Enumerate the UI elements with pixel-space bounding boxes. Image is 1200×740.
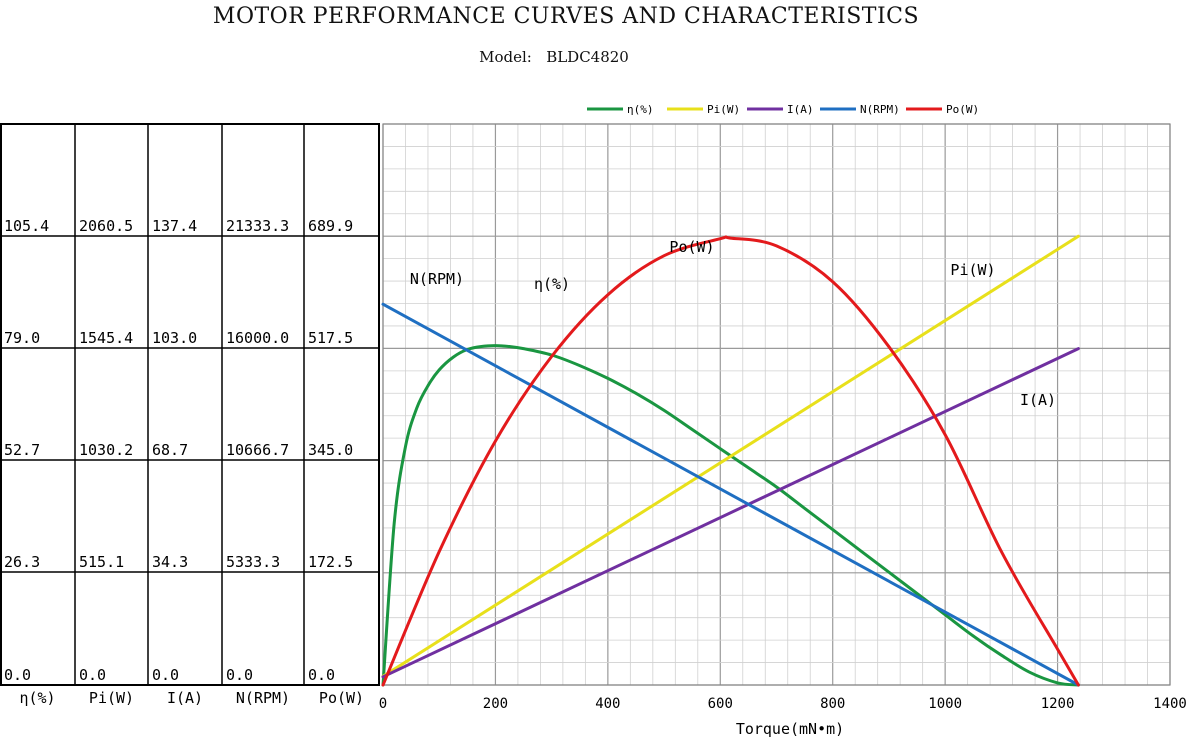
table-cell: 1545.4 xyxy=(79,329,133,347)
table-cell: 79.0 xyxy=(4,329,40,347)
x-axis-ticks: 0 200 400 600 800 1000 1200 1400 xyxy=(379,696,1187,712)
table-cell: 10666.7 xyxy=(226,441,289,459)
table-cell: 34.3 xyxy=(152,553,188,571)
series-line xyxy=(381,234,1080,678)
series-line xyxy=(381,302,1080,687)
table-cell: 103.0 xyxy=(152,329,197,347)
legend-label: N(RPM) xyxy=(860,103,900,116)
legend-label: η(%) xyxy=(627,103,654,116)
x-tick-label: 400 xyxy=(595,696,620,712)
x-tick-label: 0 xyxy=(379,696,387,712)
plot-border xyxy=(382,123,1171,686)
table-column-header: Pi(W) xyxy=(89,689,134,707)
x-tick-label: 1000 xyxy=(928,696,962,712)
table-cell: 0.0 xyxy=(226,666,253,684)
curve-annotation: I(A) xyxy=(1020,391,1056,409)
series-line xyxy=(381,347,1080,679)
x-tick-label: 1200 xyxy=(1041,696,1075,712)
table-cell: 68.7 xyxy=(152,441,188,459)
table-border xyxy=(0,123,380,686)
table-cell: 52.7 xyxy=(4,441,40,459)
x-tick-label: 800 xyxy=(820,696,845,712)
curve-annotation: Pi(W) xyxy=(950,261,995,279)
table-cell: 345.0 xyxy=(308,441,353,459)
table-column-header: Po(W) xyxy=(319,689,364,707)
legend: η(%) Pi(W) I(A) N(RPM) Po(W) xyxy=(587,103,979,116)
table-cell: 0.0 xyxy=(79,666,106,684)
x-tick-label: 600 xyxy=(708,696,733,712)
table-cell: 689.9 xyxy=(308,217,353,235)
curve-annotations: Po(W) N(RPM) η(%) Pi(W) I(A) xyxy=(410,238,1056,409)
x-tick-label: 1400 xyxy=(1153,696,1187,712)
curve-annotation: Po(W) xyxy=(669,238,714,256)
x-axis-label: Torque(mN•m) xyxy=(736,720,844,738)
table-cell: 1030.2 xyxy=(79,441,133,459)
model-label: Model: xyxy=(479,48,532,66)
table-cell: 105.4 xyxy=(4,217,49,235)
value-table xyxy=(0,123,380,686)
series-lines xyxy=(381,234,1080,687)
model-subtitle: Model: BLDC4820 xyxy=(0,48,1108,66)
table-cell: 2060.5 xyxy=(79,217,133,235)
series-line xyxy=(381,235,1080,687)
table-cell: 21333.3 xyxy=(226,217,289,235)
model-value: BLDC4820 xyxy=(546,48,629,66)
table-cell: 517.5 xyxy=(308,329,353,347)
table-cell: 16000.0 xyxy=(226,329,289,347)
table-cell: 137.4 xyxy=(152,217,197,235)
table-cell: 5333.3 xyxy=(226,553,280,571)
table-column-header: N(RPM) xyxy=(236,689,290,707)
table-cell: 515.1 xyxy=(79,553,124,571)
chart-title: MOTOR PERFORMANCE CURVES AND CHARACTERIS… xyxy=(212,4,920,29)
legend-label: Pi(W) xyxy=(707,103,740,116)
curve-annotation: η(%) xyxy=(534,275,570,293)
x-tick-label: 200 xyxy=(483,696,508,712)
table-cell: 0.0 xyxy=(152,666,179,684)
curve-annotation: N(RPM) xyxy=(410,270,464,288)
value-table-cells: 105.4 2060.5 137.4 21333.3 689.9 79.0 1545.4 10… xyxy=(4,217,364,707)
table-cell: 0.0 xyxy=(4,666,31,684)
table-cell: 0.0 xyxy=(308,666,335,684)
legend-label: Po(W) xyxy=(946,103,979,116)
legend-label: I(A) xyxy=(787,103,814,116)
table-column-header: η(%) xyxy=(19,689,55,707)
plot-grid xyxy=(382,123,1171,686)
table-column-header: I(A) xyxy=(167,689,203,707)
table-cell: 26.3 xyxy=(4,553,40,571)
table-cell: 172.5 xyxy=(308,553,353,571)
